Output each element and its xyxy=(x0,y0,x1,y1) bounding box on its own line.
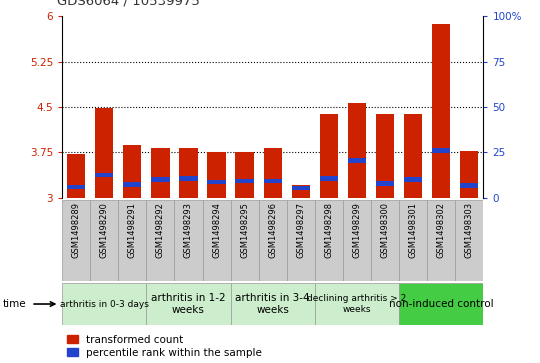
Bar xyxy=(264,148,282,198)
Bar xyxy=(320,176,338,181)
Text: GSM1498289: GSM1498289 xyxy=(72,202,80,258)
Bar xyxy=(315,283,399,325)
Text: non-induced control: non-induced control xyxy=(389,299,494,309)
Bar xyxy=(67,154,85,198)
Bar xyxy=(123,182,141,187)
Text: GSM1498301: GSM1498301 xyxy=(409,202,417,258)
Bar xyxy=(287,200,315,281)
Bar xyxy=(231,200,259,281)
Bar xyxy=(259,200,287,281)
Bar xyxy=(151,178,170,182)
Text: arthritis in 3-4
weeks: arthritis in 3-4 weeks xyxy=(235,293,310,315)
Bar xyxy=(343,200,371,281)
Bar xyxy=(376,181,394,185)
Bar xyxy=(432,24,450,198)
Bar xyxy=(399,200,427,281)
Bar xyxy=(315,200,343,281)
Bar xyxy=(371,200,399,281)
Text: arthritis in 0-3 days: arthritis in 0-3 days xyxy=(60,299,148,309)
Bar xyxy=(118,200,146,281)
Text: GSM1498292: GSM1498292 xyxy=(156,202,165,258)
Text: arthritis in 1-2
weeks: arthritis in 1-2 weeks xyxy=(151,293,226,315)
Bar xyxy=(95,172,113,177)
Bar xyxy=(90,200,118,281)
Bar xyxy=(292,186,310,191)
Text: GDS6064 / 10539975: GDS6064 / 10539975 xyxy=(57,0,200,7)
Bar xyxy=(231,283,315,325)
Text: GSM1498302: GSM1498302 xyxy=(437,202,445,258)
Bar xyxy=(264,179,282,183)
Bar xyxy=(207,180,226,184)
Text: GSM1498295: GSM1498295 xyxy=(240,202,249,258)
Bar xyxy=(460,183,478,188)
Bar xyxy=(292,184,310,198)
Bar xyxy=(67,185,85,189)
Bar xyxy=(348,103,366,198)
Text: GSM1498296: GSM1498296 xyxy=(268,202,277,258)
Bar xyxy=(455,200,483,281)
Bar xyxy=(95,108,113,198)
Bar xyxy=(348,158,366,163)
Bar xyxy=(432,148,450,153)
Bar xyxy=(146,200,174,281)
Text: GSM1498297: GSM1498297 xyxy=(296,202,305,258)
Text: GSM1498293: GSM1498293 xyxy=(184,202,193,258)
Text: GSM1498300: GSM1498300 xyxy=(381,202,389,258)
Bar xyxy=(174,200,202,281)
Bar xyxy=(320,114,338,198)
Bar xyxy=(235,152,254,198)
Text: time: time xyxy=(3,299,26,309)
Bar xyxy=(376,114,394,198)
Bar xyxy=(404,178,422,182)
Text: declining arthritis > 2
weeks: declining arthritis > 2 weeks xyxy=(307,294,407,314)
Text: GSM1498299: GSM1498299 xyxy=(353,202,361,258)
Bar xyxy=(151,148,170,198)
Bar xyxy=(202,200,231,281)
Bar xyxy=(235,179,254,183)
Legend: transformed count, percentile rank within the sample: transformed count, percentile rank withi… xyxy=(68,335,262,358)
Bar xyxy=(62,283,146,325)
Text: GSM1498294: GSM1498294 xyxy=(212,202,221,258)
Text: GSM1498298: GSM1498298 xyxy=(325,202,333,258)
Bar xyxy=(179,148,198,198)
Bar xyxy=(404,114,422,198)
Bar xyxy=(207,152,226,198)
Bar xyxy=(399,283,483,325)
Bar xyxy=(179,176,198,181)
Bar xyxy=(427,200,455,281)
Bar xyxy=(146,283,231,325)
Text: GSM1498303: GSM1498303 xyxy=(465,202,474,258)
Bar xyxy=(62,200,90,281)
Bar xyxy=(460,151,478,198)
Bar xyxy=(123,144,141,198)
Text: GSM1498291: GSM1498291 xyxy=(128,202,137,258)
Text: GSM1498290: GSM1498290 xyxy=(100,202,109,258)
